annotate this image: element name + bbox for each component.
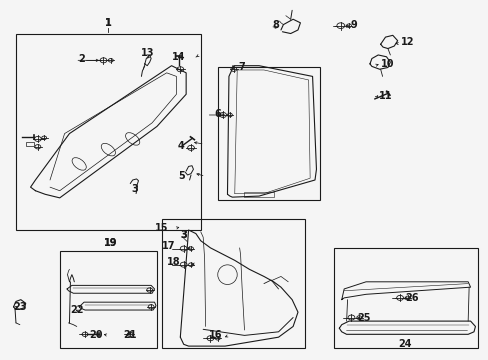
Bar bbox=[162, 219, 305, 348]
Text: 1: 1 bbox=[105, 18, 111, 28]
Text: 10: 10 bbox=[381, 59, 394, 69]
Text: 3: 3 bbox=[180, 230, 187, 240]
Text: 3: 3 bbox=[131, 184, 138, 194]
Text: 9: 9 bbox=[350, 19, 357, 30]
Text: 8: 8 bbox=[272, 19, 279, 30]
Bar bbox=[60, 251, 157, 348]
Bar bbox=[244, 192, 273, 197]
Text: 22: 22 bbox=[70, 305, 83, 315]
Bar bbox=[26, 143, 34, 146]
Bar bbox=[334, 248, 477, 348]
Text: 12: 12 bbox=[400, 37, 413, 48]
Text: 17: 17 bbox=[162, 241, 176, 251]
Text: 25: 25 bbox=[356, 312, 369, 323]
Text: 18: 18 bbox=[167, 257, 181, 267]
Text: 1: 1 bbox=[105, 18, 111, 28]
Text: 26: 26 bbox=[405, 293, 418, 303]
Text: 4: 4 bbox=[178, 141, 184, 151]
Text: 5: 5 bbox=[178, 171, 184, 181]
Text: 19: 19 bbox=[104, 238, 117, 248]
Text: 21: 21 bbox=[123, 330, 137, 341]
Text: 14: 14 bbox=[172, 52, 185, 62]
Text: 6: 6 bbox=[214, 109, 221, 119]
Text: 3: 3 bbox=[180, 230, 187, 240]
Text: 16: 16 bbox=[208, 330, 222, 341]
Text: 24: 24 bbox=[397, 339, 411, 349]
Text: 15: 15 bbox=[155, 223, 168, 233]
Text: 7: 7 bbox=[238, 63, 245, 72]
Text: 13: 13 bbox=[140, 48, 154, 58]
Bar bbox=[16, 33, 201, 230]
Text: 23: 23 bbox=[13, 302, 26, 312]
Text: 2: 2 bbox=[78, 54, 85, 64]
Text: 20: 20 bbox=[89, 330, 103, 341]
Bar bbox=[217, 67, 319, 200]
Text: 19: 19 bbox=[104, 238, 117, 248]
Text: 11: 11 bbox=[378, 91, 391, 101]
